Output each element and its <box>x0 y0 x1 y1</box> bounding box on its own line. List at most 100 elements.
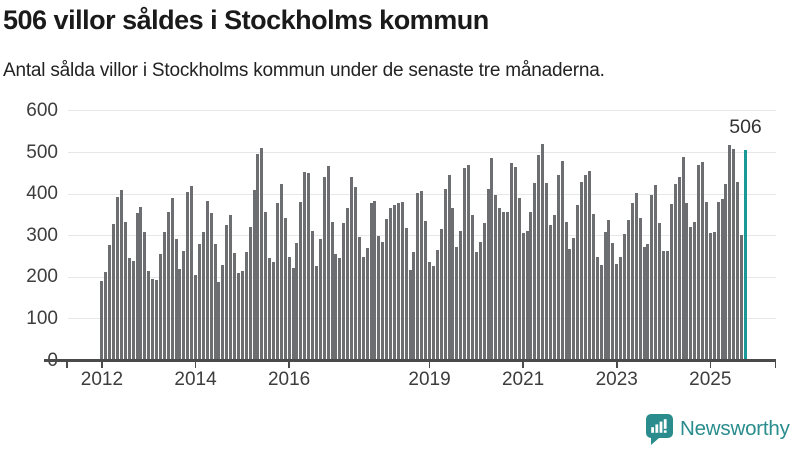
bar <box>424 220 428 361</box>
bar <box>162 232 166 361</box>
bar <box>194 275 198 361</box>
bar <box>275 203 279 361</box>
bar <box>330 222 334 361</box>
bar <box>135 212 139 361</box>
bar <box>619 256 623 361</box>
bar <box>299 202 303 361</box>
bar <box>350 177 354 361</box>
bar <box>287 257 291 361</box>
bar <box>365 248 369 361</box>
bar <box>400 202 404 361</box>
bar <box>311 230 315 361</box>
bar <box>377 235 381 361</box>
bar <box>151 278 155 361</box>
bar <box>595 256 599 361</box>
bar <box>112 224 116 361</box>
bar <box>268 258 272 361</box>
bar <box>104 272 108 361</box>
bar <box>689 227 693 361</box>
x-axis-label: 2014 <box>174 369 217 390</box>
x-axis-label: 2019 <box>408 369 451 390</box>
chart-subtitle: Antal sålda villor i Stockholms kommun u… <box>3 60 605 81</box>
bar <box>123 222 127 361</box>
bar <box>307 173 311 361</box>
axis-tick <box>774 361 777 368</box>
newsworthy-logo: Newsworthy <box>646 413 790 445</box>
bar <box>693 221 697 361</box>
gridline <box>68 152 776 153</box>
bar <box>529 211 533 361</box>
bar <box>580 182 584 361</box>
bar <box>591 214 595 361</box>
axis-tick <box>194 361 197 368</box>
bar <box>650 194 654 361</box>
bar <box>190 185 194 361</box>
bar <box>197 244 201 361</box>
bar <box>513 166 517 361</box>
bar <box>389 208 393 361</box>
bar <box>732 148 736 361</box>
bar <box>630 203 634 361</box>
bar <box>638 218 642 361</box>
bar <box>677 176 681 361</box>
bar <box>334 254 338 361</box>
x-axis-label: 2012 <box>80 369 124 390</box>
bar <box>139 207 143 361</box>
bar <box>236 273 240 361</box>
bar <box>545 183 549 361</box>
bar <box>470 214 474 361</box>
bar <box>385 219 389 361</box>
bar <box>221 264 225 361</box>
bar <box>658 223 662 361</box>
bar <box>260 147 264 361</box>
bar <box>279 183 283 361</box>
bar <box>396 203 400 361</box>
bar <box>517 198 521 361</box>
latest-value-label: 506 <box>729 116 762 138</box>
bar <box>662 250 666 361</box>
bar <box>361 256 365 361</box>
bar <box>541 144 545 361</box>
bar <box>455 247 459 361</box>
bar <box>147 271 151 361</box>
bar <box>116 197 120 361</box>
axis-tick <box>288 361 290 368</box>
x-axis-label: 2025 <box>689 369 732 390</box>
bar <box>252 189 256 361</box>
bar <box>295 242 299 361</box>
bar <box>724 184 728 361</box>
bar <box>178 268 182 361</box>
bar <box>525 230 529 361</box>
bar <box>346 208 350 361</box>
bar <box>240 271 244 361</box>
bar <box>521 233 525 361</box>
bar <box>451 208 455 361</box>
bar <box>229 214 233 361</box>
y-axis-label: 500 <box>26 141 58 163</box>
bar <box>248 227 252 361</box>
bar <box>131 260 135 361</box>
bar <box>712 231 716 361</box>
bar <box>256 154 260 361</box>
bar <box>615 264 619 361</box>
bar <box>626 219 630 361</box>
bar <box>225 225 229 361</box>
bar <box>420 190 424 361</box>
axis-tick <box>66 361 68 368</box>
bar <box>474 251 478 361</box>
axis-tick <box>428 361 431 368</box>
bar <box>322 177 326 361</box>
bar <box>217 282 221 361</box>
bar <box>443 189 447 361</box>
bar <box>170 197 174 361</box>
bar <box>673 183 677 361</box>
bar <box>314 265 318 361</box>
bar <box>716 201 720 361</box>
bar <box>381 241 385 361</box>
bar <box>459 230 463 361</box>
bar <box>533 183 537 361</box>
bar <box>697 164 701 361</box>
bar <box>318 238 322 361</box>
bar <box>494 194 498 361</box>
bar <box>728 145 732 361</box>
